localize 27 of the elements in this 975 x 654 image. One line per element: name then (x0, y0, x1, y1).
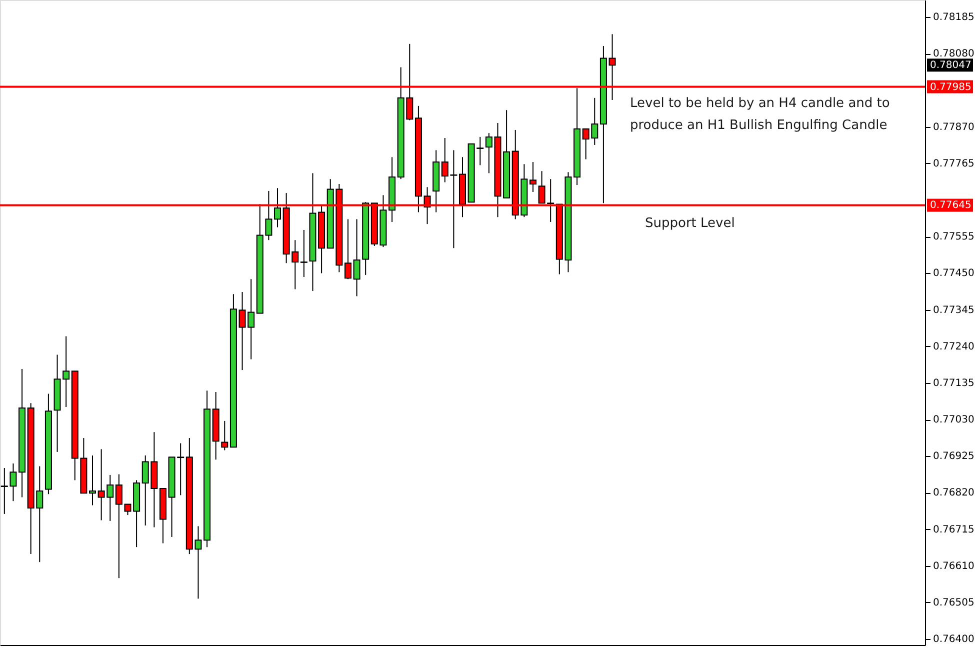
y-tick-label: 0.77765 (933, 158, 974, 170)
candlestick (344, 218, 352, 280)
candlestick (221, 420, 228, 451)
y-tick-label: 0.76820 (933, 488, 974, 499)
y-tick-label: 0.77240 (933, 341, 974, 352)
annotation: Level to be held by an H4 candle and to produce an H1 Bullish Engulfing Candle (630, 96, 890, 133)
ref-line-label: 0.77645 (930, 200, 972, 212)
y-tick-label: 0.76715 (933, 524, 974, 536)
annotation: Support Level (645, 216, 735, 232)
y-tick-label: 0.77345 (933, 304, 974, 316)
candlestick (529, 162, 536, 192)
text: 0.78047 (930, 60, 972, 72)
y-tick-label: 0.77450 (933, 268, 974, 280)
candlestick (274, 188, 281, 228)
y-tick-label: 0.78080 (933, 48, 974, 60)
y-tick-label: 0.77030 (933, 414, 974, 426)
y-tick-label: 0.76610 (933, 560, 974, 572)
y-tick-label: 0.76505 (933, 597, 974, 608)
y-tick-label: 0.76925 (933, 451, 974, 462)
y-tick-label: 0.77870 (933, 122, 974, 133)
candlestick (89, 454, 96, 506)
y-tick-label: 0.76400 (933, 634, 974, 646)
ref-line-label: 0.77985 (930, 82, 972, 93)
y-tick-label: 0.77135 (933, 378, 974, 389)
y-tick-label: 0.77555 (933, 232, 974, 243)
y-tick-label: 0.78185 (933, 12, 974, 24)
candlestick (300, 229, 308, 278)
